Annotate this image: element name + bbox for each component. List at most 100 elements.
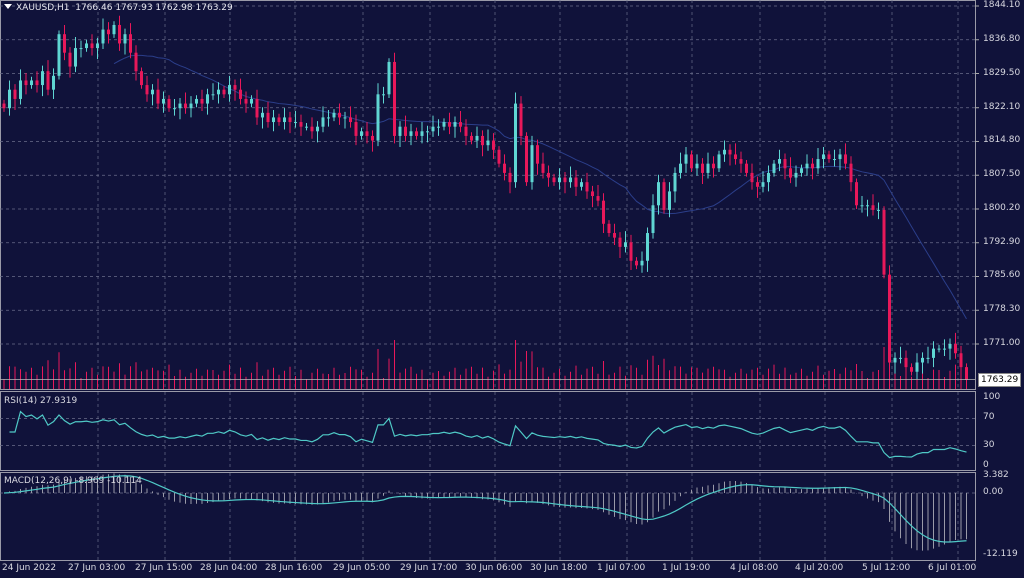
time-tick-label: 30 Jun 06:00 bbox=[465, 563, 523, 573]
bull-candle bbox=[877, 209, 880, 211]
rsi-tick-label: 30 bbox=[983, 439, 995, 450]
bull-candle bbox=[772, 163, 776, 173]
bull-candle bbox=[723, 149, 726, 155]
bear-candle bbox=[888, 274, 891, 363]
bear-candle bbox=[662, 182, 666, 210]
bull-candle bbox=[921, 357, 924, 363]
bull-candle bbox=[151, 89, 154, 95]
macd-panel-frame bbox=[0, 472, 976, 561]
bull-candle bbox=[651, 205, 655, 234]
rsi-tick-label: 100 bbox=[983, 392, 1001, 402]
bull-candle bbox=[316, 126, 319, 132]
macd-signal-line bbox=[3, 475, 967, 543]
symbol-label: XAUUSD,H1 bbox=[16, 3, 70, 13]
bear-candle bbox=[13, 89, 17, 99]
bear-candle bbox=[965, 367, 968, 380]
price-tick-label: 1844.10 bbox=[983, 0, 1021, 10]
bear-candle bbox=[959, 353, 963, 368]
bull-candle bbox=[816, 159, 820, 169]
bull-candle bbox=[162, 98, 165, 104]
bull-candle bbox=[794, 172, 798, 178]
time-tick-label: 28 Jun 16:00 bbox=[265, 563, 323, 573]
price-tick-label: 1807.50 bbox=[983, 169, 1021, 180]
bear-candle bbox=[602, 200, 605, 224]
bull-candle bbox=[85, 43, 88, 49]
bear-candle bbox=[244, 98, 248, 104]
bull-candle bbox=[679, 163, 682, 173]
bear-candle bbox=[470, 135, 473, 141]
bull-candle bbox=[343, 117, 347, 119]
bull-candle bbox=[305, 126, 308, 128]
bear-candle bbox=[635, 260, 638, 266]
price-panel-frame bbox=[0, 0, 976, 390]
bull-candle bbox=[948, 344, 952, 349]
ohlc-close: 1763.29 bbox=[195, 3, 233, 13]
ohlc-open: 1766.46 bbox=[75, 3, 113, 13]
bull-candle bbox=[822, 154, 825, 160]
price-tick-label: 1814.80 bbox=[983, 135, 1021, 146]
bear-candle bbox=[596, 196, 600, 201]
bull-candle bbox=[217, 89, 220, 95]
bear-candle bbox=[46, 71, 50, 90]
bull-candle bbox=[695, 163, 699, 169]
bear-candle bbox=[910, 367, 913, 372]
bull-candle bbox=[41, 71, 44, 86]
bear-candle bbox=[827, 154, 831, 160]
bull-candle bbox=[899, 357, 902, 359]
bull-candle bbox=[250, 98, 253, 104]
bear-candle bbox=[541, 163, 545, 173]
bear-candle bbox=[728, 149, 732, 155]
bear-candle bbox=[68, 52, 72, 67]
bull-candle bbox=[706, 163, 710, 173]
bear-candle bbox=[745, 163, 748, 173]
bear-candle bbox=[756, 182, 759, 187]
bear-candle bbox=[134, 52, 138, 72]
bull-candle bbox=[624, 242, 627, 247]
bear-candle bbox=[855, 182, 858, 206]
bear-candle bbox=[783, 159, 787, 169]
bear-candle bbox=[563, 177, 567, 183]
bear-candle bbox=[547, 172, 550, 178]
bear-candle bbox=[871, 205, 875, 210]
bull-candle bbox=[558, 177, 561, 183]
bear-candle bbox=[184, 103, 187, 109]
bull-candle bbox=[79, 48, 83, 50]
bear-candle bbox=[750, 172, 754, 183]
ohlc-low: 1762.98 bbox=[155, 3, 193, 13]
rsi-tick-label: 70 bbox=[983, 412, 995, 423]
bear-candle bbox=[145, 85, 149, 95]
bull-candle bbox=[657, 182, 660, 206]
bull-candle bbox=[530, 145, 534, 183]
bull-candle bbox=[8, 89, 11, 109]
bull-candle bbox=[228, 85, 231, 95]
price-tick-label: 1822.10 bbox=[983, 101, 1021, 112]
bull-candle bbox=[272, 117, 275, 123]
price-tick-label: 1778.30 bbox=[983, 304, 1021, 315]
bear-candle bbox=[266, 112, 270, 123]
bear-candle bbox=[2, 103, 6, 109]
bear-candle bbox=[233, 85, 237, 90]
dropdown-triangle-icon[interactable] bbox=[4, 4, 12, 9]
bear-candle bbox=[129, 34, 132, 53]
bull-candle bbox=[860, 205, 864, 207]
bull-candle bbox=[96, 43, 99, 49]
time-tick-label: 4 Jul 08:00 bbox=[730, 563, 779, 573]
bear-candle bbox=[299, 122, 303, 127]
bear-candle bbox=[904, 357, 908, 368]
price-tick-label: 1785.60 bbox=[983, 270, 1021, 281]
bull-candle bbox=[376, 94, 380, 141]
price-tick-label: 1771.00 bbox=[983, 338, 1021, 348]
bear-candle bbox=[585, 182, 589, 192]
bull-candle bbox=[112, 24, 116, 35]
bear-candle bbox=[591, 191, 594, 197]
bull-candle bbox=[926, 357, 930, 359]
bear-candle bbox=[255, 98, 259, 118]
bear-candle bbox=[574, 177, 578, 187]
bear-candle bbox=[63, 34, 66, 53]
bull-candle bbox=[426, 131, 429, 133]
bear-candle bbox=[354, 122, 358, 136]
bull-candle bbox=[283, 117, 286, 123]
bear-candle bbox=[118, 24, 121, 44]
bull-candle bbox=[437, 126, 440, 128]
